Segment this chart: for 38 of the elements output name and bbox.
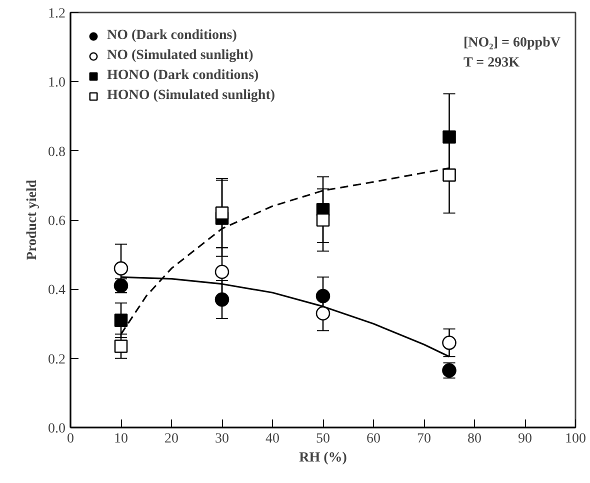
point [114,340,128,353]
x-tick-label: 30 [215,432,229,446]
x-tick-label: 50 [316,432,330,446]
x-tick-label: 20 [164,432,178,446]
x-tick-label: 10 [114,432,128,446]
point [114,261,128,276]
x-tick-label: 0 [67,432,74,446]
x-tick-label: 80 [468,432,482,446]
point [214,264,230,280]
y-tick-label: 0.6 [48,214,66,229]
legend-label: NO (Dark conditions) [107,28,237,44]
x-tick-label: 60 [366,432,380,446]
legend-label: HONO (Simulated sunlight) [107,88,276,104]
x-tick-label: 100 [565,432,586,446]
y-tick-label: 0.2 [48,352,66,368]
y-tick-label: 1.2 [48,6,66,22]
point [316,306,330,321]
point [316,213,330,227]
point [316,288,330,304]
x-tick-label: 40 [266,432,280,446]
annotation: T = 293K [464,56,520,70]
point [442,168,456,182]
x-tick-label: 90 [518,432,532,446]
legend-label: HONO (Dark conditions) [107,68,259,84]
y-tick-label: 0.4 [48,283,66,298]
point [442,336,456,350]
y-tick-label: 1.0 [48,76,66,91]
y-tick-label: 0.0 [48,422,66,436]
point [215,206,229,220]
point [442,130,456,144]
y-axis-title: Product yield [25,180,40,260]
annotation: [NO₂] = 60ppbV [464,36,560,50]
x-tick-label: 70 [417,432,431,446]
x-axis-title: RH (%) [299,450,348,466]
point [214,292,230,307]
point [114,314,128,327]
legend-label: NO (Simulated sunlight) [107,48,254,64]
y-tick-label: 0.8 [48,144,66,160]
